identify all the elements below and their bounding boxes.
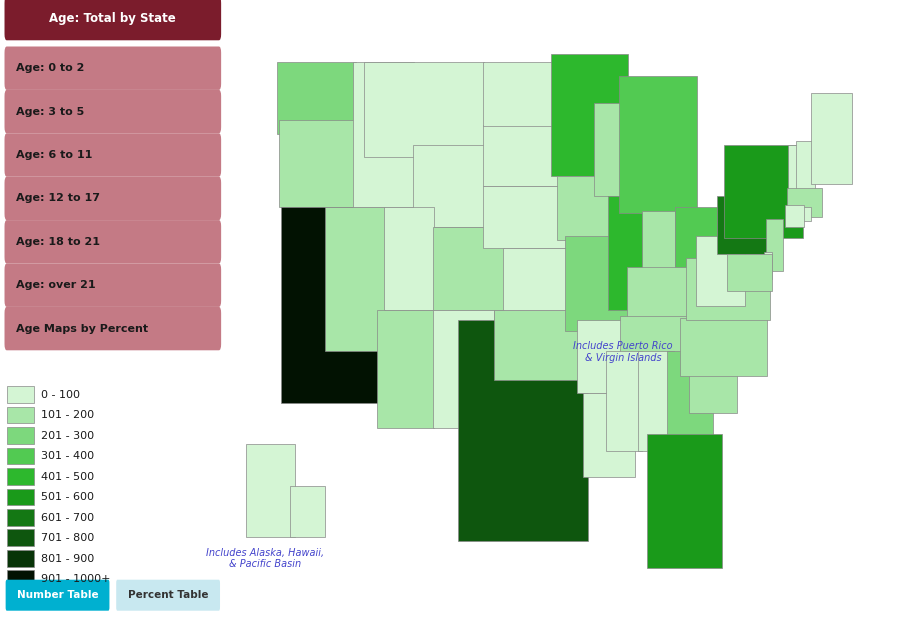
Bar: [647, 434, 722, 569]
Text: 601 - 700: 601 - 700: [41, 513, 94, 523]
Bar: [638, 352, 673, 451]
Bar: [433, 310, 494, 428]
Bar: [608, 197, 647, 310]
Bar: [6, 407, 34, 423]
Text: Age: 3 to 5: Age: 3 to 5: [16, 107, 84, 117]
Bar: [552, 54, 628, 175]
Text: Age: 18 to 21: Age: 18 to 21: [16, 237, 99, 247]
Text: 801 - 900: 801 - 900: [41, 554, 94, 564]
Bar: [246, 445, 295, 538]
Bar: [685, 259, 770, 321]
Bar: [785, 205, 804, 228]
Bar: [281, 206, 383, 403]
Bar: [279, 120, 360, 206]
Bar: [6, 550, 34, 567]
Text: Age: 12 to 17: Age: 12 to 17: [16, 193, 99, 203]
Bar: [6, 489, 34, 505]
Text: 501 - 600: 501 - 600: [41, 492, 94, 502]
FancyBboxPatch shape: [5, 46, 221, 90]
Bar: [353, 62, 414, 206]
Bar: [810, 93, 853, 184]
FancyBboxPatch shape: [5, 307, 221, 350]
FancyBboxPatch shape: [5, 133, 221, 177]
Bar: [277, 62, 356, 135]
Bar: [6, 570, 34, 587]
Bar: [383, 206, 434, 310]
FancyBboxPatch shape: [5, 177, 221, 220]
Bar: [620, 316, 705, 353]
Text: 101 - 200: 101 - 200: [41, 410, 94, 420]
Text: 301 - 400: 301 - 400: [41, 451, 94, 461]
Text: Percent Table: Percent Table: [128, 590, 208, 600]
Bar: [433, 228, 504, 310]
Bar: [717, 197, 775, 254]
FancyBboxPatch shape: [5, 264, 221, 307]
Bar: [667, 352, 714, 446]
FancyBboxPatch shape: [5, 90, 221, 133]
Bar: [458, 321, 589, 541]
Bar: [803, 206, 810, 221]
Text: Age: 0 to 2: Age: 0 to 2: [16, 63, 84, 73]
Bar: [565, 236, 632, 330]
Bar: [619, 76, 697, 213]
Bar: [503, 248, 577, 310]
Bar: [787, 144, 807, 192]
Bar: [606, 352, 642, 451]
Text: 401 - 500: 401 - 500: [41, 472, 94, 482]
Bar: [675, 206, 717, 281]
Bar: [577, 321, 627, 392]
Bar: [764, 252, 772, 279]
Bar: [642, 211, 675, 293]
Bar: [627, 267, 704, 321]
Bar: [325, 206, 385, 352]
Bar: [787, 188, 822, 217]
Text: Age: over 21: Age: over 21: [16, 280, 96, 290]
Bar: [290, 485, 325, 538]
Bar: [695, 236, 745, 306]
Bar: [483, 125, 559, 186]
FancyBboxPatch shape: [6, 580, 110, 611]
Bar: [494, 310, 579, 380]
FancyBboxPatch shape: [116, 580, 220, 611]
Bar: [6, 509, 34, 526]
Text: Includes Puerto Rico
& Virgin Islands: Includes Puerto Rico & Virgin Islands: [573, 341, 673, 363]
Bar: [377, 310, 434, 428]
Bar: [583, 392, 635, 477]
Bar: [364, 62, 484, 157]
Text: Age: 6 to 11: Age: 6 to 11: [16, 150, 92, 160]
Text: 0 - 100: 0 - 100: [41, 390, 79, 400]
Bar: [483, 62, 557, 126]
Text: 701 - 800: 701 - 800: [41, 533, 94, 543]
Text: 201 - 300: 201 - 300: [41, 431, 94, 441]
Text: Includes Alaska, Hawaii,
& Pacific Basin: Includes Alaska, Hawaii, & Pacific Basin: [206, 547, 324, 569]
Bar: [796, 141, 815, 192]
Text: Age Maps by Percent: Age Maps by Percent: [16, 324, 148, 334]
Bar: [6, 448, 34, 464]
Bar: [414, 144, 484, 228]
FancyBboxPatch shape: [5, 0, 221, 40]
Text: Number Table: Number Table: [17, 590, 99, 600]
Bar: [766, 219, 783, 271]
Bar: [689, 347, 737, 414]
Bar: [594, 104, 655, 197]
Text: 901 - 1000+: 901 - 1000+: [41, 574, 111, 584]
Bar: [557, 175, 622, 240]
Bar: [483, 186, 570, 248]
Bar: [6, 529, 34, 546]
FancyBboxPatch shape: [5, 220, 221, 264]
Bar: [728, 254, 772, 291]
Text: Age: Total by State: Age: Total by State: [50, 12, 176, 25]
Bar: [724, 144, 803, 237]
Bar: [680, 318, 767, 376]
Bar: [6, 427, 34, 444]
Bar: [6, 468, 34, 485]
Bar: [6, 386, 34, 403]
